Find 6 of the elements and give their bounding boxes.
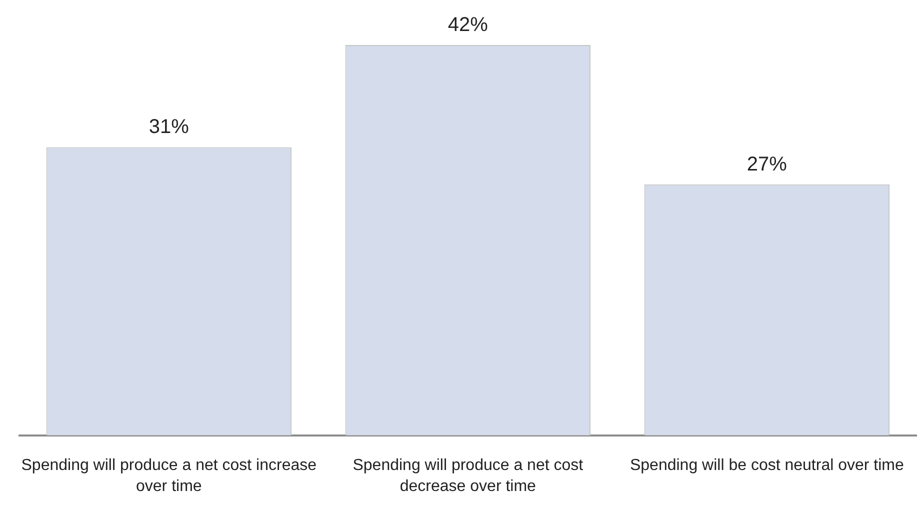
data-label: 31% [148,116,190,138]
data-label: 42% [448,14,488,36]
x-tick-label: Spending will produce a net cost increase over time [21,457,317,496]
x-tick-label: Spending will produce a net cost decrease over time [352,457,584,496]
data-label: 27% [746,153,788,176]
x-tick-label: Spending will be cost neutral over time [630,457,904,474]
